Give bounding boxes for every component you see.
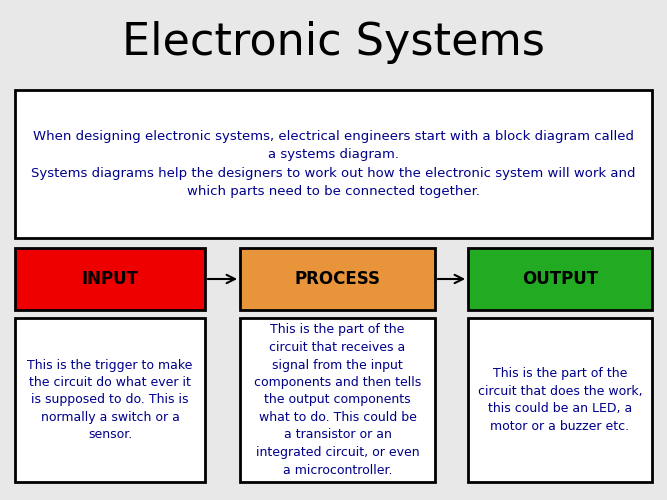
Text: OUTPUT: OUTPUT [522,270,598,288]
Text: PROCESS: PROCESS [295,270,380,288]
FancyBboxPatch shape [468,318,652,482]
Text: This is the part of the
circuit that does the work,
this could be an LED, a
moto: This is the part of the circuit that doe… [478,367,642,432]
Text: INPUT: INPUT [81,270,139,288]
Text: This is the part of the
circuit that receives a
signal from the input
components: This is the part of the circuit that rec… [254,324,421,476]
Text: Electronic Systems: Electronic Systems [122,20,545,64]
FancyBboxPatch shape [468,248,652,310]
FancyBboxPatch shape [240,248,435,310]
Text: When designing electronic systems, electrical engineers start with a block diagr: When designing electronic systems, elect… [31,130,636,198]
Text: This is the trigger to make
the circuit do what ever it
is supposed to do. This : This is the trigger to make the circuit … [27,358,193,442]
FancyBboxPatch shape [15,318,205,482]
FancyBboxPatch shape [15,90,652,238]
FancyBboxPatch shape [240,318,435,482]
FancyBboxPatch shape [15,248,205,310]
